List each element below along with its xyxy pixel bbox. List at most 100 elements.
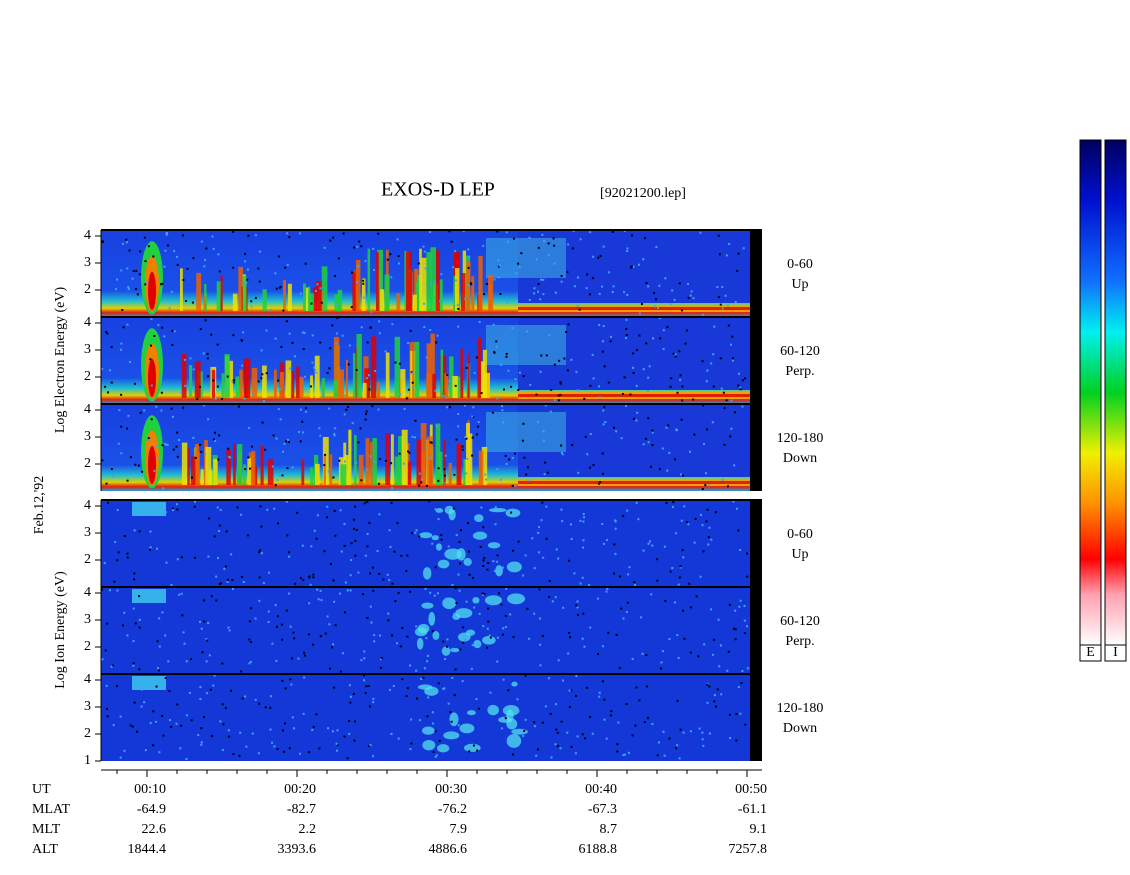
spectrogram-noise	[329, 239, 332, 242]
spectrogram-noise	[699, 575, 702, 578]
spectrogram-streak	[390, 434, 394, 485]
spectrogram-noise	[646, 390, 649, 393]
spectrogram-noise	[494, 506, 497, 509]
spectrogram-noise	[538, 551, 541, 554]
spectrogram-noise	[734, 301, 737, 304]
spectrogram-streak	[369, 441, 373, 485]
spectrogram-noise	[343, 394, 346, 397]
spectrogram-blob	[472, 596, 480, 604]
spectrogram-noise	[105, 482, 108, 485]
spectrogram-noise	[107, 501, 110, 504]
spectrogram-noise	[349, 574, 352, 577]
spectrogram-noise	[613, 426, 616, 429]
spectrogram-noise	[599, 396, 602, 399]
spectrogram-noise	[643, 721, 646, 724]
spectrogram-noise	[373, 634, 376, 637]
spectrogram-streak	[247, 457, 251, 485]
spectrogram-noise	[206, 639, 209, 642]
spectrogram-noise	[426, 660, 429, 663]
spectrogram-noise	[333, 686, 336, 689]
spectrogram-noise	[659, 337, 662, 340]
spectrogram-noise	[224, 706, 227, 709]
spectrogram-noise	[650, 593, 653, 596]
spectrogram-noise	[482, 565, 485, 568]
spectrogram-noise	[217, 253, 220, 256]
spectrogram-noise	[543, 240, 546, 243]
spectrogram-noise	[221, 703, 224, 706]
spectrogram-blob	[437, 559, 450, 569]
spectrogram-noise	[205, 692, 208, 695]
spectrogram-noise	[702, 313, 705, 316]
spectrogram-noise	[321, 392, 324, 395]
row-value: 00:40	[585, 782, 617, 797]
spectrogram-streak	[380, 289, 385, 311]
spectrogram-noise	[736, 270, 739, 273]
spectrogram-noise	[251, 445, 254, 448]
spectrogram-noise	[120, 425, 123, 428]
spectrogram-noise	[254, 297, 257, 300]
spectrogram-noise	[732, 500, 735, 503]
spectrogram-noise	[250, 300, 253, 303]
spectrogram-noise	[730, 427, 733, 430]
spectrogram-noise	[230, 553, 233, 556]
spectrogram-noise	[728, 713, 731, 716]
spectrogram-noise	[502, 627, 505, 630]
spectrogram-noise	[153, 334, 156, 337]
spectrogram-streak	[243, 464, 247, 485]
spectrogram-noise	[673, 298, 676, 301]
spectrogram-noise	[683, 637, 686, 640]
spectrogram-noise	[640, 616, 643, 619]
spectrogram-noise	[366, 532, 369, 535]
spectrogram-noise	[397, 737, 400, 740]
spectrogram-noise	[655, 245, 658, 248]
spectrogram-noise	[483, 293, 486, 296]
spectrogram-streak	[471, 276, 475, 311]
spectrogram-noise	[194, 456, 197, 459]
spectrogram-noise	[510, 511, 513, 514]
spectrogram-noise	[673, 458, 676, 461]
spectrogram-streak	[323, 454, 326, 485]
spectrogram-streak	[384, 274, 390, 311]
spectrogram-noise	[641, 652, 644, 655]
spectrogram-noise	[454, 279, 457, 282]
spectrogram-noise	[351, 422, 354, 425]
spectrogram-noise	[611, 230, 614, 233]
spectrogram-noise	[581, 733, 584, 736]
spectrogram-noise	[542, 293, 545, 296]
spectrogram-noise	[391, 582, 394, 585]
spectrogram-noise	[670, 303, 673, 306]
spectrogram-noise	[737, 529, 740, 532]
row-value: 7257.8	[729, 842, 768, 857]
spectrogram-noise	[500, 603, 503, 606]
spectrogram-noise	[434, 755, 437, 758]
spectrogram-noise	[706, 369, 709, 372]
spectrogram-blob	[452, 613, 461, 620]
spectrogram-noise	[620, 607, 623, 610]
spectrogram-noise	[718, 296, 721, 299]
spectrogram-noise	[334, 275, 337, 278]
spectrogram-noise	[314, 369, 317, 372]
spectrogram-noise	[560, 451, 563, 454]
spectrogram-noise	[598, 695, 601, 698]
spectrogram-noise	[542, 439, 545, 442]
spectrogram-noise	[676, 699, 679, 702]
spectrogram-noise	[690, 290, 693, 293]
spectrogram-noise	[464, 436, 467, 439]
spectrogram-noise	[560, 508, 563, 511]
spectrogram-noise	[542, 430, 545, 433]
spectrogram-noise	[526, 466, 529, 469]
spectrogram-streak	[355, 259, 361, 311]
spectrogram-noise	[541, 501, 544, 504]
spectrogram-noise	[520, 252, 523, 255]
spectrogram-noise	[606, 539, 609, 542]
spectrogram-noise	[551, 600, 554, 603]
spectrogram-noise	[208, 654, 211, 657]
spectrogram-noise	[625, 404, 628, 407]
spectrogram-noise	[372, 247, 375, 250]
spectrogram-noise	[622, 617, 625, 620]
spectrogram-noise	[588, 293, 591, 296]
spectrogram-noise	[475, 433, 478, 436]
spectrogram-noise	[414, 419, 417, 422]
spectrogram-noise	[147, 245, 150, 248]
spectrogram-noise	[353, 739, 356, 742]
